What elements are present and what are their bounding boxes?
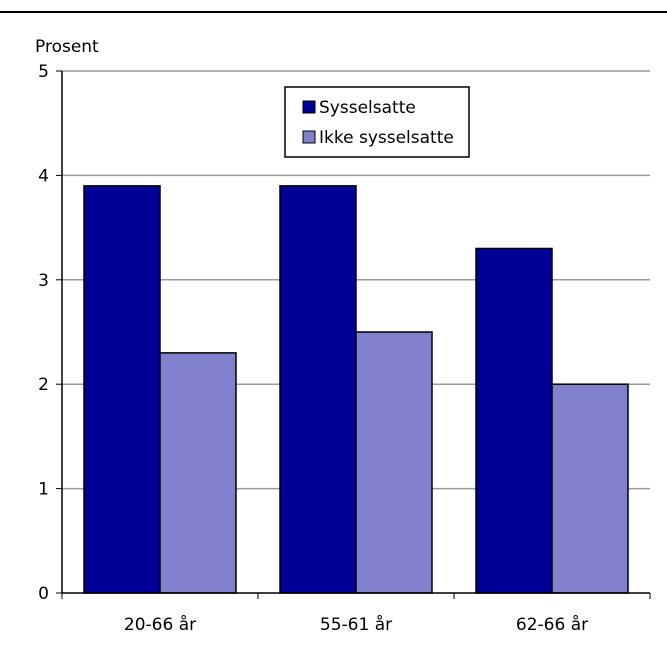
bar: [551, 383, 629, 594]
x-tick-labels: 20-66 år 55-61 år 62-66 år: [124, 614, 588, 635]
x-tick-label: 20-66 år: [124, 614, 196, 635]
x-tick-label: 62-66 år: [516, 614, 588, 635]
y-tick-label: 1: [38, 480, 49, 500]
axes: [56, 70, 651, 599]
y-tick-label: 4: [38, 166, 49, 186]
bars: [83, 185, 629, 594]
legend-swatch: [302, 130, 316, 144]
legend-swatch: [302, 100, 316, 114]
y-tick-label: 3: [38, 271, 49, 291]
y-axis-title: Prosent: [35, 37, 99, 57]
x-tick-label: 55-61 år: [320, 614, 392, 635]
bar: [159, 352, 237, 594]
y-tick-labels: 0 1 2 3 4 5: [38, 62, 49, 604]
bar: [83, 185, 161, 594]
bar: [475, 247, 553, 594]
y-tick-label: 5: [38, 62, 49, 82]
y-tick-label: 0: [38, 584, 49, 604]
legend-label: Ikke sysselsatte: [319, 128, 454, 148]
legend-label: Sysselsatte: [319, 98, 416, 118]
legend: Sysselsatte Ikke sysselsatte: [284, 86, 470, 158]
bar: [279, 185, 357, 594]
bar: [355, 331, 433, 594]
legend-box: [284, 86, 470, 158]
top-rule: [0, 11, 667, 13]
y-tick-label: 2: [38, 375, 49, 395]
